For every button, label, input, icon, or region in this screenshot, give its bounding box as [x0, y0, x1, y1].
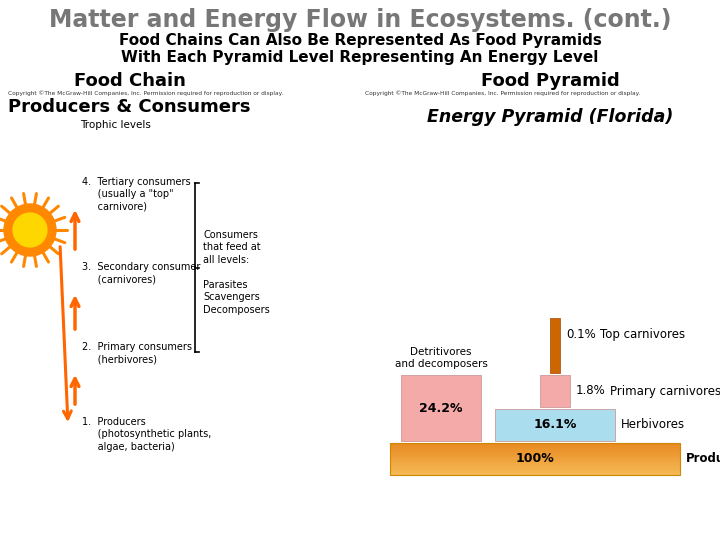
Bar: [390, 468, 680, 469]
Text: 24.2%: 24.2%: [419, 402, 463, 415]
Bar: [390, 453, 680, 454]
Text: Herbivores: Herbivores: [621, 418, 685, 431]
Text: Copyright ©The McGraw-Hill Companies, Inc. Permission required for reproduction : Copyright ©The McGraw-Hill Companies, In…: [365, 90, 640, 96]
Bar: [390, 449, 680, 450]
Bar: [390, 462, 680, 463]
Text: Producers & Consumers: Producers & Consumers: [8, 98, 251, 116]
Text: 1.8%: 1.8%: [576, 384, 606, 397]
Bar: [390, 457, 680, 458]
Bar: [390, 456, 680, 457]
Text: With Each Pyramid Level Representing An Energy Level: With Each Pyramid Level Representing An …: [121, 50, 599, 65]
Bar: [390, 454, 680, 455]
Bar: [390, 473, 680, 474]
Bar: [390, 469, 680, 470]
Text: Primary carnivores: Primary carnivores: [610, 384, 720, 397]
Text: 0.1%: 0.1%: [566, 328, 595, 341]
Text: Food Pyramid: Food Pyramid: [481, 72, 619, 90]
Text: Top carnivores: Top carnivores: [600, 328, 685, 341]
Bar: [390, 447, 680, 448]
Text: Trophic levels: Trophic levels: [80, 120, 151, 130]
Text: 4.  Tertiary consumers
     (usually a "top"
     carnivore): 4. Tertiary consumers (usually a "top" c…: [82, 177, 191, 212]
Text: Copyright ©The McGraw-Hill Companies, Inc. Permission required for reproduction : Copyright ©The McGraw-Hill Companies, In…: [8, 90, 283, 96]
Bar: [390, 448, 680, 449]
Bar: [390, 445, 680, 446]
Bar: [390, 458, 680, 459]
Bar: [390, 470, 680, 471]
Bar: [390, 455, 680, 456]
Bar: [390, 444, 680, 445]
Bar: [390, 464, 680, 465]
Text: 16.1%: 16.1%: [534, 418, 577, 431]
Text: Energy Pyramid (Florida): Energy Pyramid (Florida): [427, 108, 673, 126]
Bar: [390, 463, 680, 464]
Bar: [495, 409, 615, 441]
Bar: [390, 451, 680, 453]
Bar: [390, 459, 680, 460]
Circle shape: [13, 213, 47, 247]
Text: Food Chains Can Also Be Represented As Food Pyramids: Food Chains Can Also Be Represented As F…: [119, 33, 601, 48]
Bar: [390, 471, 680, 472]
Bar: [390, 443, 680, 475]
Bar: [390, 460, 680, 461]
Text: Food Chain: Food Chain: [74, 72, 186, 90]
Text: 1.  Producers
     (photosynthetic plants,
     algae, bacteria): 1. Producers (photosynthetic plants, alg…: [82, 417, 212, 452]
Text: Producers: Producers: [686, 453, 720, 465]
Text: 100%: 100%: [516, 453, 554, 465]
Bar: [390, 461, 680, 462]
Bar: [540, 375, 570, 407]
Bar: [401, 375, 481, 441]
Bar: [390, 467, 680, 468]
Bar: [390, 474, 680, 475]
Bar: [390, 450, 680, 451]
Bar: [390, 446, 680, 447]
Text: Detritivores
and decomposers: Detritivores and decomposers: [395, 347, 487, 369]
Circle shape: [4, 204, 56, 256]
Text: 2.  Primary consumers
     (herbivores): 2. Primary consumers (herbivores): [82, 342, 192, 364]
Text: 3.  Secondary consumer
     (carnivores): 3. Secondary consumer (carnivores): [82, 262, 200, 285]
Bar: [390, 472, 680, 473]
Bar: [390, 465, 680, 467]
Text: Parasites
Scavengers
Decomposers: Parasites Scavengers Decomposers: [203, 280, 270, 315]
Text: Consumers
that feed at
all levels:: Consumers that feed at all levels:: [203, 230, 261, 265]
Bar: [550, 318, 560, 373]
Text: Matter and Energy Flow in Ecosystems. (cont.): Matter and Energy Flow in Ecosystems. (c…: [49, 8, 671, 32]
Bar: [390, 443, 680, 444]
